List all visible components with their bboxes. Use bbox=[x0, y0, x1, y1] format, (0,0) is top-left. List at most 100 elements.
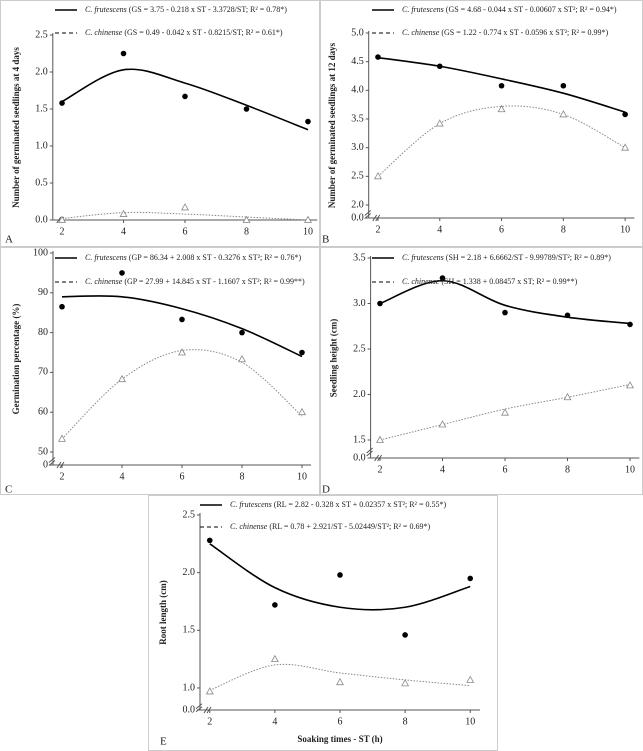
legend-name: C. frutescens bbox=[85, 5, 127, 14]
x-tick-label: 2 bbox=[60, 226, 65, 237]
y-tick-label: 0.0 bbox=[35, 214, 48, 225]
y-tick-label: 1.5 bbox=[183, 625, 196, 636]
fit-curve bbox=[61, 68, 309, 131]
y-tick-label: 3.0 bbox=[351, 142, 364, 153]
y-tick-label: 70 bbox=[38, 367, 48, 378]
legend-name: C. frutescens bbox=[402, 253, 444, 262]
data-point bbox=[501, 408, 509, 416]
legend-equation: (SH = 2.18 + 6.6662/ST - 9.99789/ST²; R²… bbox=[446, 253, 611, 262]
y-tick-label: 2.0 bbox=[183, 567, 196, 578]
y-tick-label: 4.5 bbox=[351, 56, 364, 67]
x-tick-label: 10 bbox=[465, 716, 475, 727]
x-tick-label: 4 bbox=[440, 464, 445, 475]
data-point bbox=[337, 572, 343, 578]
data-point bbox=[336, 677, 344, 686]
data-point bbox=[205, 687, 214, 695]
y-tick-label: 1.5 bbox=[35, 103, 48, 114]
panel-label: B bbox=[322, 234, 329, 246]
y-tick-label: 5.0 bbox=[351, 27, 364, 38]
axis-break bbox=[364, 210, 372, 219]
data-point bbox=[298, 407, 306, 416]
axis-break bbox=[48, 457, 56, 466]
data-point bbox=[564, 312, 571, 319]
y-tick-label: 60 bbox=[38, 406, 48, 417]
y-tick-label: 2.5 bbox=[35, 29, 48, 40]
data-point bbox=[119, 270, 125, 276]
fit-curve bbox=[377, 56, 626, 113]
data-point bbox=[181, 203, 189, 211]
y-axis-label: Seedling height (cm) bbox=[329, 319, 339, 398]
y-tick-label: 0.0 bbox=[351, 212, 364, 223]
data-point bbox=[59, 100, 65, 106]
legend-name: C. chinense bbox=[230, 522, 268, 531]
y-tick-label: 2.0 bbox=[351, 199, 364, 210]
data-point bbox=[239, 329, 245, 336]
legend-entry: C. frutescens (GS = 3.75 - 0.218 x ST - … bbox=[85, 5, 287, 14]
data-point bbox=[502, 309, 508, 316]
fit-curve bbox=[61, 349, 303, 440]
axis-break bbox=[195, 703, 203, 713]
x-tick-label: 6 bbox=[183, 226, 188, 237]
x-tick-label: 6 bbox=[180, 471, 185, 482]
x-tick-label: 2 bbox=[207, 716, 212, 727]
legend-entry: C. chinense (RL = 0.78 + 2.921/ST - 5.02… bbox=[230, 522, 430, 531]
y-tick-label: 0.0 bbox=[353, 452, 366, 463]
data-point bbox=[118, 374, 126, 383]
legend-equation: (GP = 27.99 + 14.845 x ST - 1.1607 x ST²… bbox=[124, 277, 305, 286]
fit-curve bbox=[379, 279, 631, 325]
x-tick-label: 2 bbox=[377, 464, 382, 475]
y-tick-label: 2.5 bbox=[351, 171, 364, 182]
legend-equation: (GS = 4.68 - 0.044 x ST - 0.00607 x ST²;… bbox=[446, 5, 617, 14]
data-point bbox=[58, 215, 66, 223]
data-point bbox=[467, 575, 474, 582]
data-point bbox=[182, 93, 188, 100]
legend-name: C. chinense bbox=[402, 28, 440, 37]
data-point bbox=[299, 349, 305, 356]
data-point bbox=[120, 50, 127, 57]
data-point bbox=[304, 215, 312, 223]
y-tick-label: 3.0 bbox=[353, 298, 366, 309]
panel-frame bbox=[0, 247, 320, 495]
legend-entry: C. frutescens (GP = 86.34 + 2.008 x ST -… bbox=[85, 253, 301, 262]
data-point bbox=[626, 381, 634, 389]
fit-curve bbox=[209, 543, 471, 611]
y-axis-label: Number of germinated seedlings at 12 day… bbox=[327, 42, 337, 208]
y-tick-label: 2.0 bbox=[35, 66, 48, 77]
legend-entry: C. frutescens (SH = 2.18 + 6.6662/ST - 9… bbox=[402, 253, 611, 262]
x-tick-label: 6 bbox=[503, 464, 508, 475]
x-tick-label: 4 bbox=[120, 471, 125, 482]
data-point bbox=[497, 104, 506, 113]
y-tick-label: 100 bbox=[33, 247, 48, 258]
x-tick-label: 4 bbox=[272, 716, 277, 727]
x-tick-label: 10 bbox=[303, 226, 313, 237]
legend-name: C. chinense bbox=[402, 277, 440, 286]
legend-entry: C. frutescens (GS = 4.68 - 0.044 x ST - … bbox=[402, 5, 617, 14]
data-point bbox=[435, 119, 444, 127]
x-tick-label: 8 bbox=[244, 226, 249, 237]
legend-entry: C. frutescens (RL = 2.82 - 0.328 x ST + … bbox=[230, 500, 446, 509]
data-point bbox=[242, 215, 251, 223]
legend-entry: C. chinense (GS = 0.49 - 0.042 x ST - 0.… bbox=[85, 28, 283, 37]
y-tick-label: 1.0 bbox=[183, 682, 196, 693]
data-point bbox=[59, 303, 65, 310]
panel-label: A bbox=[5, 234, 13, 246]
x-tick-label: 10 bbox=[625, 464, 635, 475]
y-tick-label: 2.5 bbox=[353, 343, 366, 354]
legend-equation: (GS = 1.22 - 0.774 x ST - 0.0596 x ST²; … bbox=[441, 28, 608, 37]
x-tick-label: 8 bbox=[403, 716, 408, 727]
data-point bbox=[178, 348, 186, 356]
data-point bbox=[466, 675, 475, 683]
data-point bbox=[375, 54, 381, 60]
panel-label: D bbox=[322, 484, 330, 496]
data-point bbox=[401, 679, 410, 687]
data-point bbox=[436, 63, 443, 70]
legend-name: C. frutescens bbox=[85, 253, 127, 262]
x-axis-label: Soaking times - ST (h) bbox=[297, 734, 382, 744]
data-point bbox=[373, 172, 382, 180]
y-tick-label: 2.0 bbox=[353, 389, 366, 400]
legend-name: C. chinense bbox=[85, 277, 123, 286]
legend-entry: C. chinense (GS = 1.22 - 0.774 x ST - 0.… bbox=[402, 28, 608, 37]
y-axis-label: Root length (cm) bbox=[158, 580, 168, 645]
data-point bbox=[402, 632, 408, 638]
